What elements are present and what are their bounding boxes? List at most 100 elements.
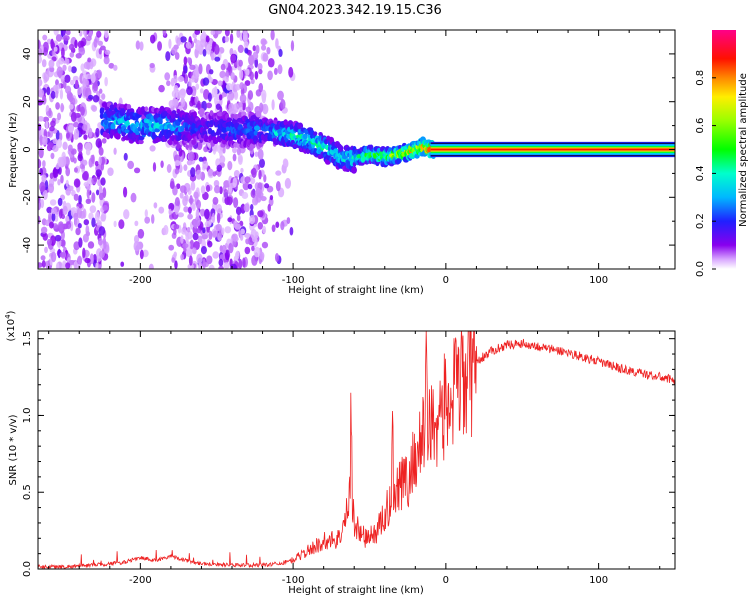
spectrogram-cell (77, 143, 83, 153)
spectrogram-cell (144, 216, 151, 224)
spectrogram-cell (38, 39, 41, 50)
spectrogram-cell (65, 221, 72, 230)
spectrogram-cell (248, 214, 256, 225)
spectrogram-cell (226, 196, 233, 206)
spectrogram-cell (51, 212, 56, 222)
spectrogram-cell (180, 97, 186, 108)
spectrogram-cell (206, 102, 213, 109)
spectrogram-cell (204, 208, 210, 220)
spectrogram-cell (212, 132, 217, 137)
spectrogram-cell (245, 238, 250, 245)
spectrogram-cell (73, 193, 79, 201)
spectrogram-cell (78, 237, 83, 248)
spectrogram-cell (132, 125, 137, 130)
spectrogram-cell (98, 192, 104, 201)
spectrogram-cell (232, 153, 237, 162)
spectrogram-cell (171, 257, 176, 263)
spectrogram-cell (45, 120, 49, 129)
x-tick-label: 100 (589, 275, 608, 286)
spectrogram-cell (101, 101, 108, 108)
spectrogram-cell (192, 232, 199, 241)
spectrogram-cell (212, 251, 220, 259)
spectrogram-cell (160, 160, 164, 168)
spectrogram-cell (135, 121, 139, 128)
spectrogram-cell (221, 227, 225, 236)
spectrogram-cell (251, 254, 258, 266)
spectrogram-cell (396, 157, 402, 164)
x-tick-label: -100 (282, 275, 305, 286)
spectrogram-cell (91, 217, 96, 228)
spectrogram-cell (224, 226, 232, 234)
spectrogram-cell (77, 223, 82, 229)
spectrogram-cell (133, 167, 141, 174)
spectrogram-cell (87, 94, 94, 100)
spectrogram-cell (84, 257, 91, 264)
spectrogram-cell (271, 224, 276, 233)
spectrogram-cell (149, 145, 156, 152)
y-tick-label: 20 (22, 95, 33, 108)
colorbar-ticks: 0.0 0.2 0.4 0.6 0.8 (695, 70, 716, 277)
spectrogram-cell (38, 215, 41, 225)
spectrogram-cell (257, 62, 263, 71)
spectrogram-cell (190, 181, 196, 191)
spectrogram-cell (85, 35, 92, 42)
spectrogram-cell (50, 251, 57, 263)
spectrogram-cell (251, 245, 255, 252)
spectrogram-cell (123, 209, 130, 220)
spectrogram-cell (58, 209, 63, 219)
spectrogram-cell (233, 91, 239, 101)
colorbar-tick-label: 0.6 (695, 118, 706, 134)
spectrogram-cell (40, 255, 46, 261)
spectrogram-cell (223, 188, 229, 199)
spectrogram-cell (73, 178, 81, 188)
spectrogram-cell (257, 221, 264, 230)
spectrogram-cell (252, 51, 259, 61)
spectrogram-cell (217, 80, 223, 87)
spectrogram-cell (38, 262, 43, 268)
spectrogram-cell (98, 226, 106, 236)
spectrogram-cell (73, 128, 80, 140)
spectrogram-cell (174, 160, 181, 167)
x-tick-label: -100 (282, 575, 305, 586)
spectrogram-cell (125, 120, 130, 127)
spectrogram-cell (170, 113, 177, 120)
spectrogram-cell (239, 82, 245, 90)
spectrogram-cell (252, 45, 257, 52)
spectrogram-cell (79, 163, 85, 170)
spectrogram-cell (195, 169, 202, 180)
spectrogram-cell (232, 177, 238, 188)
spectrogram-cell (82, 208, 87, 219)
spectrogram-cell (98, 48, 102, 55)
spectrogram-cell (127, 160, 135, 170)
spectrogram-cell (93, 38, 98, 48)
snr-scale-label: (x104) (4, 310, 17, 341)
spectrogram-cell (267, 58, 275, 68)
spectrogram-cell (180, 125, 185, 132)
spectrogram-cell (104, 119, 109, 126)
spectrogram-cell (98, 185, 103, 193)
spectrogram-cell (77, 122, 85, 132)
spectrogram-cell (113, 147, 117, 155)
spectrogram-cell (245, 106, 252, 113)
spectrogram-cell (98, 147, 104, 156)
spectrogram-cell (95, 169, 102, 178)
spectrogram-cell (99, 113, 104, 120)
spectrogram-cell (52, 84, 59, 92)
spectrogram-cell (243, 203, 250, 213)
spectrogram-cell (230, 72, 235, 81)
spectrogram-cell (164, 72, 171, 81)
spectrogram-cell (244, 232, 251, 239)
spectrogram-cell (266, 46, 271, 55)
spectrogram-cell (42, 160, 46, 168)
spectrogram-cell (244, 80, 251, 86)
spectrogram-cell (80, 63, 85, 72)
spectrogram-cell (39, 167, 43, 176)
spectrogram-cell (48, 59, 55, 69)
spectrogram-cell (306, 149, 310, 155)
spectrogram-cell (248, 130, 255, 136)
spectrogram-cell (247, 183, 253, 190)
spectrogram-cell (205, 35, 210, 43)
spectrogram-cell (162, 30, 167, 37)
spectrogram-cell (55, 102, 60, 110)
